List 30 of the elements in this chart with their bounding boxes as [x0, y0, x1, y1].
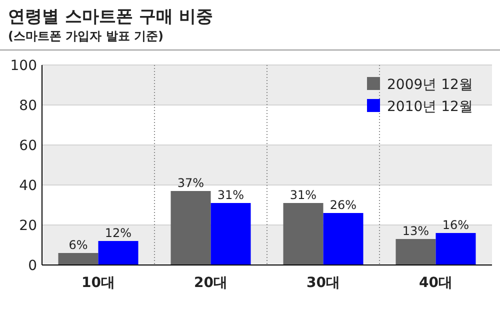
bar: [283, 203, 324, 265]
legend-label: 2009년 12월: [387, 77, 473, 93]
x-tick-label: 40대: [419, 275, 452, 291]
data-label: 26%: [330, 198, 357, 212]
bar: [58, 253, 98, 265]
y-tick-label: 0: [28, 258, 37, 274]
data-label: 16%: [442, 218, 470, 232]
y-tick-label: 100: [10, 58, 37, 74]
chart-title: 연령별 스마트폰 구매 비중: [8, 7, 213, 27]
data-label: 31%: [217, 188, 244, 202]
bar: [210, 203, 251, 265]
x-tick-label: 20대: [194, 275, 228, 291]
x-tick-label: 10대: [82, 275, 115, 291]
x-tick-label: 30대: [306, 275, 340, 291]
bar: [170, 191, 211, 265]
data-label: 31%: [290, 188, 317, 202]
bar: [323, 213, 364, 265]
y-tick-label: 20: [19, 218, 37, 234]
bar: [396, 239, 436, 265]
chart-subtitle: (스마트폰 가입자 발표 기준): [8, 29, 164, 43]
data-label: 6%: [68, 238, 88, 252]
y-tick-label: 40: [19, 178, 37, 194]
data-label: 13%: [402, 224, 430, 238]
bar: [98, 241, 138, 265]
data-label: 12%: [104, 226, 132, 240]
y-tick-label: 60: [19, 138, 37, 154]
data-label: 37%: [177, 176, 204, 190]
bar: [436, 233, 476, 265]
legend-label: 2010년 12월: [387, 99, 473, 115]
y-tick-label: 80: [19, 98, 37, 114]
